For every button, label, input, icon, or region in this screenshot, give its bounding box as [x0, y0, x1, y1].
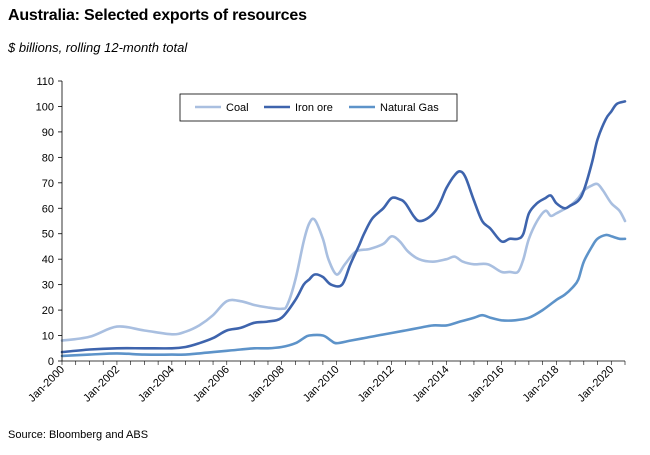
y-tick-label: 10 [42, 331, 54, 343]
series-layer [60, 100, 627, 358]
legend-box [179, 93, 458, 122]
x-tick-label: Jan-2016 [466, 364, 507, 405]
chart-title: Australia: Selected exports of resources [8, 7, 307, 24]
x-tick-label: Jan-2008 [246, 364, 287, 405]
x-tick-label: Jan-2002 [81, 364, 122, 405]
y-tick-label: 30 [42, 280, 54, 292]
legend-label-natural-gas: Natural Gas [380, 102, 439, 114]
y-tick-label: 0 [48, 356, 54, 368]
series-line-coal [60, 182, 627, 342]
y-tick-label: 110 [36, 76, 54, 88]
chart-source: Source: Bloomberg and ABS [8, 429, 149, 441]
y-tick-label: 40 [42, 254, 54, 266]
x-tick-label: Jan-2006 [191, 364, 232, 405]
y-tick-label: 70 [42, 178, 54, 190]
y-tick-label: 20 [42, 305, 54, 317]
legend: Coal Iron ore Natural Gas [179, 93, 458, 122]
legend-label-coal: Coal [226, 102, 249, 114]
x-tick-label: Jan-2010 [301, 364, 342, 405]
x-tick-label: Jan-2004 [136, 364, 177, 405]
x-tick-label: Jan-2000 [26, 364, 67, 405]
y-tick-label: 90 [42, 127, 54, 139]
x-tick-label: Jan-2020 [575, 364, 616, 405]
x-tick-label: Jan-2018 [521, 364, 562, 405]
series-line-iron-ore [60, 100, 627, 354]
x-tick-label: Jan-2012 [356, 364, 397, 405]
y-tick-label: 50 [42, 229, 54, 241]
y-tick-label: 80 [42, 152, 54, 164]
series-line-natural-gas [60, 233, 627, 358]
y-tick-label: 60 [42, 203, 54, 215]
chart-subtitle: $ billions, rolling 12-month total [8, 40, 188, 55]
axes: 0 10 20 30 40 50 60 70 80 90 100 110 Jan-2000 Jan-200… [26, 76, 626, 405]
x-tick-label: Jan-2014 [411, 364, 452, 405]
y-tick-label: 100 [36, 101, 54, 113]
legend-label-iron-ore: Iron ore [295, 102, 333, 114]
